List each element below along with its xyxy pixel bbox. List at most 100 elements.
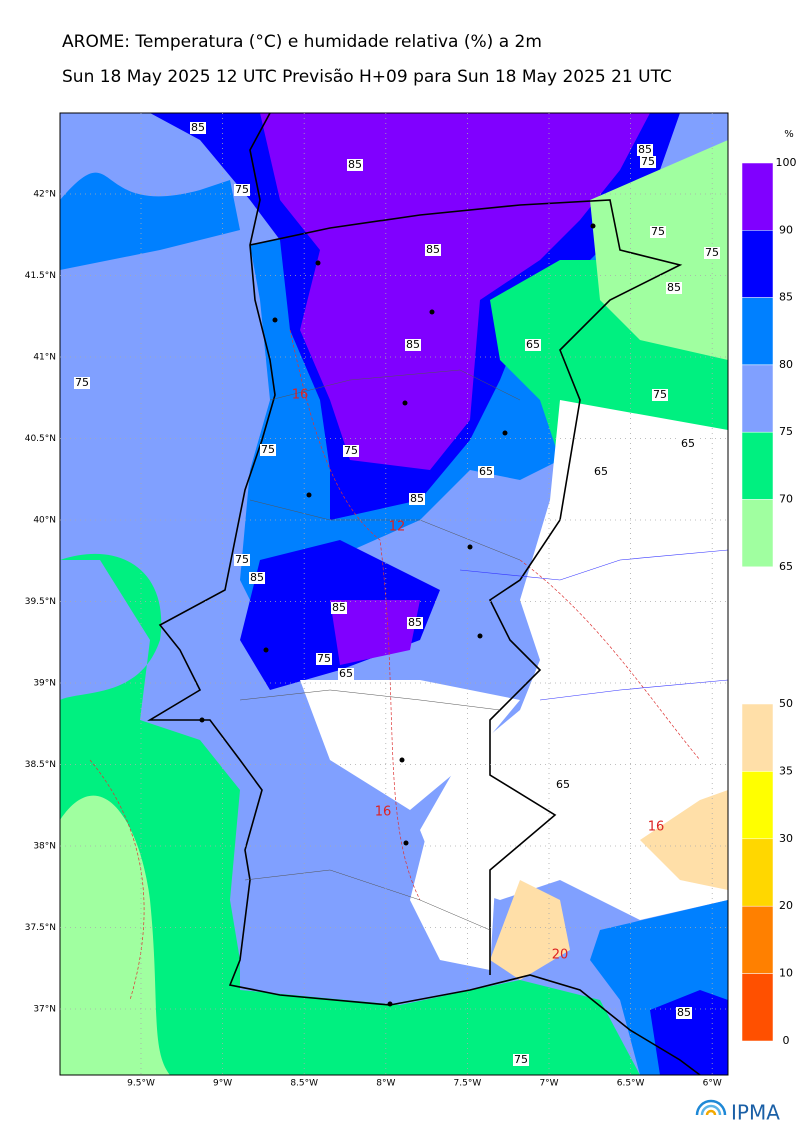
label-bg	[666, 282, 682, 294]
humidity-contour-label: 65	[339, 667, 353, 680]
colorbar-label: 90	[779, 223, 793, 236]
humidity-contour-label: 85	[677, 1006, 691, 1019]
colorbar-label: 100	[776, 156, 797, 169]
label-bg	[407, 617, 423, 629]
humidity-contour-label: 85	[410, 492, 424, 505]
colorbar-label: 70	[779, 493, 793, 506]
map-frame	[59, 112, 729, 1076]
colorbar-segment	[741, 364, 774, 433]
colorbar-label: 10	[779, 967, 793, 980]
humidity-contour-label: 85	[426, 243, 440, 256]
label-bg	[637, 144, 653, 156]
humidity-contour-label: 75	[261, 443, 275, 456]
humidity-contour-label: 85	[250, 571, 264, 584]
label-bg	[593, 466, 609, 478]
label-bg	[347, 159, 363, 171]
humidity-contour-label: 85	[667, 281, 681, 294]
label-bg	[652, 389, 668, 401]
colorbar-label: 65	[779, 560, 793, 573]
lon-label: 9°W	[213, 1079, 232, 1089]
humidity-contour-label: 75	[317, 652, 331, 665]
colorbar-segment	[741, 973, 774, 1042]
label-bg	[190, 122, 206, 134]
lat-label: 41.5°N	[25, 271, 56, 281]
humidity-contour-label: 65	[556, 778, 570, 791]
label-bg	[338, 668, 354, 680]
humidity-contour-label: 65	[681, 437, 695, 450]
label-bg	[555, 779, 571, 791]
humidity-contour-label: 75	[75, 376, 89, 389]
colorbar-label: 85	[779, 291, 793, 304]
field	[60, 113, 728, 1075]
label-bg	[249, 572, 265, 584]
lon-label: 6°W	[703, 1079, 722, 1089]
logo-text: IPMA	[731, 1101, 780, 1125]
lat-label: 38.5°N	[25, 760, 56, 770]
lat-label: 42°N	[33, 190, 56, 200]
humidity-contour-label: 85	[406, 338, 420, 351]
humidity-contour-label: 75	[641, 155, 655, 168]
label-bg	[650, 226, 666, 238]
lat-label: 38°N	[33, 842, 56, 852]
colorbar-segment	[741, 297, 774, 366]
humidity-contour-label: 75	[653, 388, 667, 401]
colorbar-segment	[741, 499, 774, 568]
colorbar-unit: %	[784, 129, 794, 140]
label-bg	[74, 377, 90, 389]
colorbar-label: 0	[783, 1034, 790, 1047]
label-bg	[316, 653, 332, 665]
lat-label: 39°N	[33, 679, 56, 689]
humidity-contour-label: 85	[332, 601, 346, 614]
lat-label: 40.5°N	[25, 434, 56, 444]
label-bg	[343, 445, 359, 457]
colorbar-segment	[741, 230, 774, 298]
temperature-contour-label: 20	[552, 948, 569, 963]
lon-label: 7°W	[539, 1079, 558, 1089]
subtitle: Sun 18 May 2025 12 UTC Previsão H+09 par…	[62, 67, 672, 87]
humidity-contour-label: 75	[344, 444, 358, 457]
map-labels: 42°N 41.5°N 41°N 40.5°N 40°N 39.5°N 39°N 38.5°N…	[25, 113, 728, 1089]
humidity-contour-label: 85	[408, 616, 422, 629]
colorbar-segment	[741, 162, 774, 231]
colorbar-label: 35	[779, 764, 793, 777]
humidity-contour-label: 65	[479, 465, 493, 478]
colorbar-label: 80	[779, 358, 793, 371]
humidity-contour-label: 65	[526, 338, 540, 351]
humidity-contour-label: 75	[235, 183, 249, 196]
lat-label: 41°N	[33, 353, 56, 363]
label-bg	[513, 1054, 529, 1066]
colorbar-segment	[741, 431, 774, 500]
label-bg	[704, 247, 720, 259]
colorbar-label: 20	[779, 899, 793, 912]
label-bg	[478, 466, 494, 478]
humidity-contour-label: 75	[705, 246, 719, 259]
label-bg	[405, 339, 421, 351]
lat-label: 40°N	[33, 516, 56, 526]
lon-label: 7.5°W	[454, 1079, 482, 1089]
label-bg	[425, 244, 441, 256]
humidity-contour-label: 65	[594, 465, 608, 478]
lat-label: 37.5°N	[25, 923, 56, 933]
humidity-contour-label: 75	[514, 1053, 528, 1066]
temperature-contour-label: 16	[648, 820, 665, 835]
temperature-contour-label: 12	[389, 520, 406, 535]
lon-label: 8.5°W	[290, 1079, 318, 1089]
label-bg	[676, 1007, 692, 1019]
humidity-contour-label: 85	[638, 143, 652, 156]
lat-label: 37°N	[33, 1005, 56, 1015]
colorbar-segment	[741, 771, 774, 840]
lon-label: 6.5°W	[617, 1079, 645, 1089]
lon-label: 8°W	[376, 1079, 395, 1089]
humidity-contour-label: 85	[191, 121, 205, 134]
lat-label: 39.5°N	[25, 597, 56, 607]
humidity-contour-label: 75	[651, 225, 665, 238]
colorbar-segment	[741, 838, 774, 907]
label-bg	[680, 438, 696, 450]
colorbar-label: 30	[779, 832, 793, 845]
label-bg	[525, 339, 541, 351]
colorbar-segment	[741, 905, 774, 974]
label-bg	[260, 444, 276, 456]
colorbar-label: 75	[779, 425, 793, 438]
